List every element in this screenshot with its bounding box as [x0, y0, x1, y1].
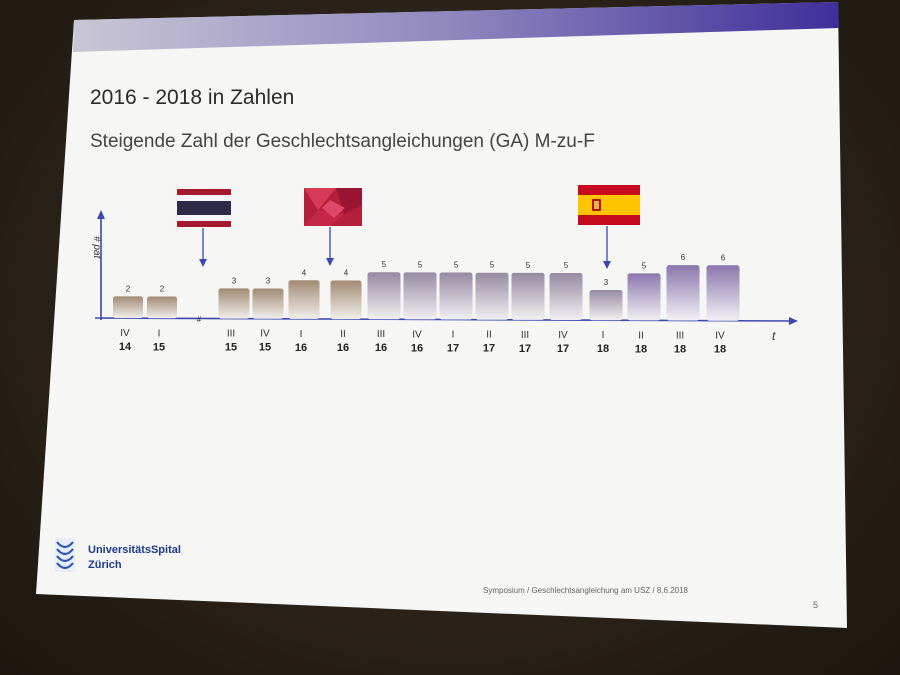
bar-III-15 — [218, 288, 250, 319]
x-tick-quarter: IV — [412, 329, 422, 340]
bar-value-label: 5 — [418, 260, 423, 269]
x-tick-quarter: IV — [558, 330, 568, 341]
x-tick-year: 14 — [119, 341, 132, 353]
x-tick-year: 16 — [337, 342, 349, 354]
bar-value-label: 5 — [642, 261, 647, 270]
bar-value-label: 3 — [604, 278, 609, 287]
x-tick-quarter: I — [602, 330, 605, 341]
page-title: 2016 - 2018 in Zahlen — [90, 86, 294, 109]
x-tick-quarter: I — [300, 329, 303, 340]
logo-line1: UniversitätsSpital — [88, 544, 181, 556]
y-axis-arrow — [97, 210, 105, 219]
annotation-arrowhead — [603, 261, 611, 269]
axis-break-mark: # — [197, 315, 202, 324]
bar-III-16 — [367, 272, 401, 320]
x-tick-quarter: I — [452, 330, 455, 341]
bar-value-label: 6 — [681, 253, 686, 262]
x-tick-year: 15 — [259, 342, 271, 354]
bar-group: 2IV142I153III153IV154I164II165III165IV16… — [113, 253, 740, 356]
x-tick-quarter: II — [638, 330, 644, 341]
x-tick-quarter: III — [377, 329, 385, 340]
bar-value-label: 5 — [382, 260, 387, 269]
bar-II-17 — [475, 272, 509, 320]
x-tick-quarter: II — [486, 330, 492, 341]
flag-spain-icon — [578, 185, 640, 225]
logo-line2: Zürich — [88, 559, 122, 571]
bar-value-label: 5 — [490, 261, 495, 270]
annotation-spain — [578, 185, 640, 269]
bar-II-18 — [627, 273, 661, 321]
flag-thailand-icon — [177, 189, 231, 227]
x-tick-year: 16 — [295, 342, 307, 354]
bar-III-18 — [666, 265, 700, 321]
x-tick-quarter: IV — [260, 329, 270, 340]
bar-I-15 — [147, 296, 177, 319]
bar-IV-18 — [706, 265, 740, 321]
x-tick-year: 18 — [635, 343, 647, 355]
slide-header-band — [73, 2, 839, 52]
annotation-thailand — [177, 189, 231, 267]
x-tick-quarter: III — [521, 330, 529, 341]
bar-I-17 — [439, 272, 473, 320]
annotation-arrowhead — [326, 258, 334, 266]
x-tick-quarter: I — [158, 328, 161, 339]
bar-II-16 — [330, 280, 362, 320]
y-axis-label: # pat — [91, 236, 102, 259]
x-tick-quarter: II — [340, 329, 346, 340]
x-tick-year: 15 — [153, 341, 165, 353]
bar-value-label: 4 — [302, 268, 307, 277]
x-tick-quarter: IV — [120, 328, 130, 339]
x-tick-year: 16 — [411, 342, 423, 354]
usz-logo-icon — [55, 538, 75, 572]
x-tick-year: 17 — [519, 343, 531, 355]
bar-value-label: 4 — [344, 268, 349, 277]
x-tick-year: 17 — [447, 343, 459, 355]
bar-value-label: 5 — [564, 261, 569, 270]
bar-III-17 — [511, 272, 545, 320]
x-axis-label: t — [772, 329, 776, 343]
bar-IV-14 — [113, 296, 143, 319]
x-tick-quarter: IV — [715, 331, 725, 342]
x-tick-year: 18 — [674, 344, 686, 356]
x-tick-year: 18 — [714, 344, 726, 356]
x-tick-year: 17 — [483, 343, 495, 355]
university-logo: UniversitätsSpital Zürich — [55, 538, 181, 572]
bar-value-label: 3 — [232, 276, 237, 285]
bar-value-label: 5 — [454, 261, 459, 270]
x-tick-quarter: III — [227, 329, 235, 340]
bar-value-label: 2 — [126, 284, 131, 293]
x-axis-arrow — [789, 317, 798, 325]
bar-IV-15 — [252, 288, 284, 319]
x-tick-year: 15 — [225, 342, 237, 354]
page-subtitle: Steigende Zahl der Geschlechtsangleichun… — [90, 131, 595, 152]
bar-value-label: 6 — [721, 253, 726, 262]
x-tick-quarter: III — [676, 331, 684, 342]
slide-footer: Symposium / Geschlechtsangleichung am US… — [483, 586, 689, 595]
x-tick-year: 16 — [375, 342, 387, 354]
page-number: 5 — [813, 600, 818, 610]
bar-I-16 — [288, 280, 320, 319]
x-tick-year: 18 — [597, 343, 609, 355]
flag-red-abstract-icon — [304, 188, 362, 226]
bar-IV-16 — [403, 272, 437, 320]
bar-I-18 — [589, 290, 623, 321]
bar-IV-17 — [549, 273, 583, 321]
bar-value-label: 3 — [266, 277, 271, 286]
annotation-red-flag — [304, 188, 362, 266]
x-tick-year: 17 — [557, 343, 569, 355]
bar-value-label: 5 — [526, 261, 531, 270]
chart: # pat t # 2IV142I153III153IV154I164II165… — [91, 210, 798, 356]
annotation-arrowhead — [199, 259, 207, 267]
bar-value-label: 2 — [160, 284, 165, 293]
